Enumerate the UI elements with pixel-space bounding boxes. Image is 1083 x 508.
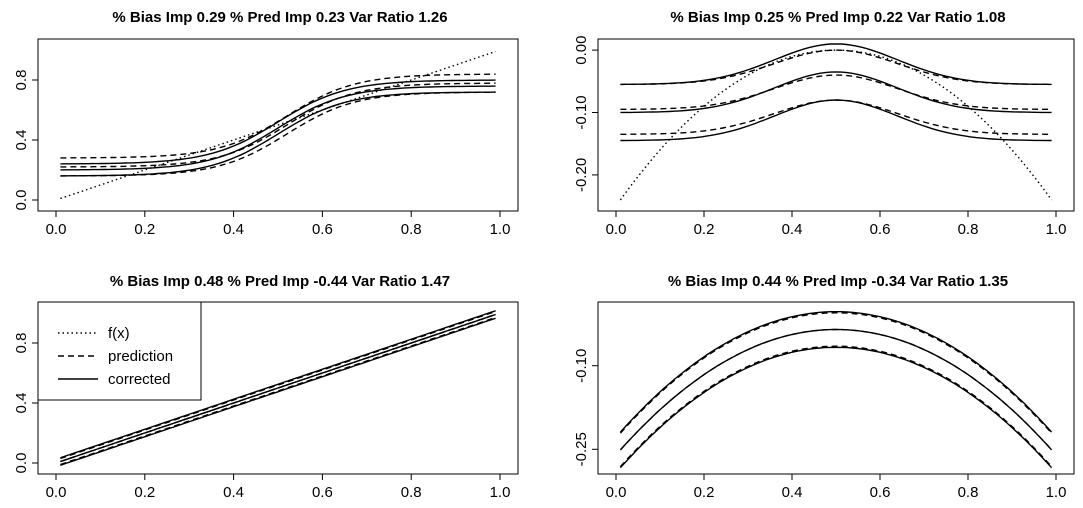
x-tick-label: 0.6 — [312, 484, 333, 501]
x-tick-label: 0.0 — [606, 221, 627, 238]
panel-title: % Bias Imp 0.44 % Pred Imp -0.34 Var Rat… — [668, 273, 1008, 290]
series-dashed-line-0 — [619, 345, 1053, 468]
plot-frame — [597, 301, 1075, 475]
series-solid-line-2 — [60, 310, 496, 459]
y-axis: 0.0 0.4 0.8 — [13, 70, 38, 211]
x-axis: 0.0 0.2 0.4 0.6 0.8 1.0 — [606, 210, 1067, 238]
legend: f(x) prediction corrected — [37, 301, 202, 401]
series-layer — [619, 311, 1053, 469]
series-layer — [619, 43, 1053, 201]
x-axis: 0.0 0.2 0.4 0.6 0.8 1.0 — [606, 473, 1067, 501]
y-axis: -0.25 -0.10 — [573, 349, 598, 466]
y-tick-label: 0.4 — [13, 393, 30, 414]
legend-box — [37, 301, 202, 401]
y-axis: -0.20 -0.10 0.00 — [573, 36, 598, 192]
x-tick-label: 0.2 — [134, 484, 155, 501]
series-solid-line-2 — [619, 311, 1053, 433]
series-solid-line-0 — [60, 317, 496, 466]
x-tick-label: 1.0 — [1046, 484, 1067, 501]
panel-title: % Bias Imp 0.48 % Pred Imp -0.44 Var Rat… — [110, 273, 450, 290]
panel-title: % Bias Imp 0.29 % Pred Imp 0.23 Var Rati… — [112, 9, 447, 26]
y-tick-label: 0.00 — [573, 36, 590, 65]
y-tick-label: 0.0 — [13, 190, 30, 211]
series-solid-line-2 — [620, 43, 1052, 86]
y-tick-label: -0.20 — [573, 158, 590, 192]
series-dashed-line-2 — [620, 49, 1052, 86]
series-solid-line-1 — [620, 71, 1052, 114]
y-tick-label: 0.8 — [13, 333, 30, 354]
series-solid-line-2 — [60, 79, 496, 165]
y-tick-label: -0.10 — [573, 95, 590, 129]
series-dashed-line-0 — [620, 99, 1052, 135]
panel-title: % Bias Imp 0.25 % Pred Imp 0.22 Var Rati… — [670, 9, 1005, 26]
legend-label-corrected: corrected — [108, 371, 171, 388]
x-tick-label: 0.6 — [870, 484, 891, 501]
panel-top-right: % Bias Imp 0.25 % Pred Imp 0.22 Var Rati… — [573, 9, 1075, 238]
x-tick-label: 0.2 — [134, 221, 155, 238]
series-solid-line-0 — [60, 91, 496, 177]
series-dashed-line-2 — [60, 310, 496, 460]
y-axis: 0.0 0.4 0.8 — [13, 333, 38, 474]
y-tick-label: 0.8 — [13, 70, 30, 91]
plot-frame — [597, 38, 1075, 212]
series-layer — [60, 50, 496, 200]
x-tick-label: 1.0 — [490, 221, 511, 238]
x-tick-label: 0.8 — [401, 221, 422, 238]
x-tick-label: 0.2 — [694, 484, 715, 501]
x-tick-label: 1.0 — [1046, 221, 1067, 238]
x-tick-label: 0.8 — [401, 484, 422, 501]
x-tick-label: 0.0 — [46, 484, 67, 501]
y-tick-label: -0.25 — [573, 432, 590, 466]
series-solid-line-0 — [619, 346, 1053, 469]
series-dotted-line-0 — [60, 50, 496, 200]
series-solid-line-0 — [620, 99, 1052, 142]
panel-top-left: % Bias Imp 0.29 % Pred Imp 0.23 Var Rati… — [13, 9, 519, 238]
x-tick-label: 0.6 — [312, 221, 333, 238]
series-dashed-line-1 — [620, 74, 1052, 110]
x-axis: 0.0 0.2 0.4 0.6 0.8 1.0 — [46, 473, 511, 501]
x-tick-label: 1.0 — [490, 484, 511, 501]
y-tick-label: -0.10 — [573, 349, 590, 383]
y-tick-label: 0.0 — [13, 453, 30, 474]
x-tick-label: 0.4 — [223, 221, 244, 238]
x-tick-label: 0.4 — [782, 221, 803, 238]
x-tick-label: 0.4 — [223, 484, 244, 501]
x-axis: 0.0 0.2 0.4 0.6 0.8 1.0 — [46, 210, 511, 238]
series-solid-line-1 — [60, 313, 496, 463]
x-tick-label: 0.0 — [46, 221, 67, 238]
series-layer — [60, 310, 496, 466]
x-tick-label: 0.6 — [870, 221, 891, 238]
x-tick-label: 0.4 — [782, 484, 803, 501]
series-dashed-line-1 — [60, 82, 496, 168]
x-tick-label: 0.8 — [958, 221, 979, 238]
legend-label-fx: f(x) — [108, 325, 130, 342]
panel-bottom-right: % Bias Imp 0.44 % Pred Imp -0.34 Var Rat… — [573, 273, 1075, 501]
y-tick-label: 0.4 — [13, 130, 30, 151]
x-tick-label: 0.0 — [606, 484, 627, 501]
x-tick-label: 0.2 — [694, 221, 715, 238]
panel-bottom-left: % Bias Imp 0.48 % Pred Imp -0.44 Var Rat… — [13, 273, 519, 501]
legend-label-prediction: prediction — [108, 348, 173, 365]
series-dashed-line-2 — [619, 312, 1053, 434]
x-tick-label: 0.8 — [958, 484, 979, 501]
series-solid-line-1 — [60, 85, 496, 171]
series-solid-line-1 — [619, 328, 1053, 451]
